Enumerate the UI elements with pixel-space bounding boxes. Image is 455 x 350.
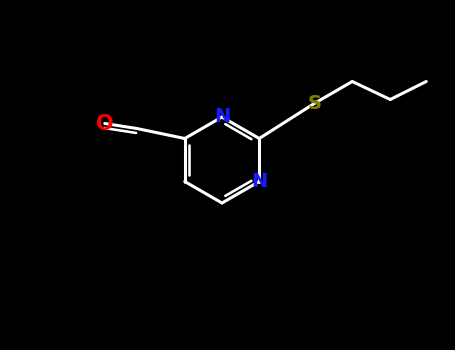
Text: N: N: [251, 172, 268, 191]
Text: S: S: [307, 94, 321, 113]
Text: O: O: [96, 113, 114, 133]
Text: N: N: [214, 107, 230, 126]
